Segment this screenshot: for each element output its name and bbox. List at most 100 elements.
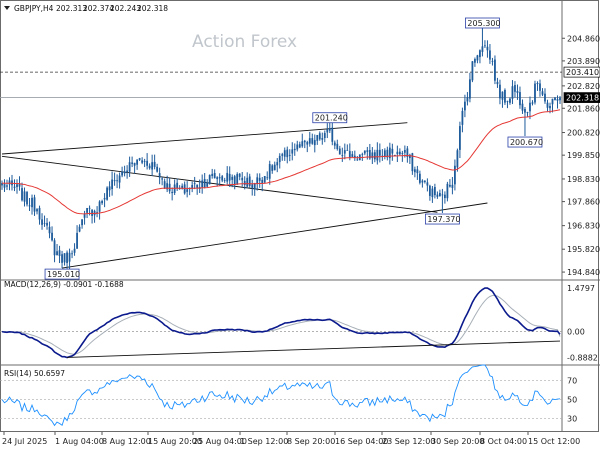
rsi-tick-label-2: 30 <box>567 414 577 423</box>
macd-line <box>1 287 561 359</box>
chart-title: GBPJPY,H4 <box>14 4 54 13</box>
candle-body <box>151 162 154 170</box>
candle-body <box>166 183 169 190</box>
candle-body <box>196 184 199 188</box>
y-tick-label-0: 204.860 <box>567 34 600 43</box>
candle-body <box>328 128 331 131</box>
candle-body <box>191 184 194 189</box>
y-tick-label-5: 199.850 <box>567 151 600 160</box>
candle-body <box>509 98 511 103</box>
candle-body <box>263 176 266 183</box>
candle-body <box>213 173 216 179</box>
candle-body <box>113 180 116 182</box>
x-tick-label-8: 23 Sep 12:00 <box>382 437 435 446</box>
macd-tick-label-2: -0.8882 <box>567 354 598 363</box>
pivot-label-3: 195.010 <box>47 270 80 279</box>
candle-body <box>13 186 16 188</box>
candle-body <box>489 50 491 60</box>
candle-body <box>368 149 371 159</box>
candle-body <box>103 197 106 200</box>
candle-body <box>494 59 496 81</box>
candle-body <box>3 183 6 188</box>
candle-body <box>514 85 516 92</box>
candle-body <box>193 183 196 185</box>
candle-body <box>48 226 51 234</box>
candle-body <box>203 178 206 188</box>
candle-body <box>366 150 369 152</box>
ohlc-high: 202.374 <box>83 4 114 13</box>
candle-body <box>516 91 519 93</box>
candle-body <box>469 79 471 99</box>
y-tick-label-6: 198.830 <box>567 175 600 184</box>
candle-body <box>541 91 544 95</box>
candle-body <box>534 83 536 103</box>
candle-body <box>78 226 81 232</box>
candle-body <box>176 182 179 189</box>
candle-body <box>1 183 3 186</box>
candle-body <box>58 250 61 256</box>
candle-body <box>251 184 254 188</box>
trendline-2 <box>61 202 488 269</box>
x-tick-label-11: 15 Oct 12:00 <box>528 437 580 446</box>
candle-body <box>261 179 264 184</box>
ohlc-low: 202.243 <box>110 4 141 13</box>
candle-body <box>116 180 119 182</box>
candle-body <box>398 151 401 155</box>
moving-average-line <box>1 109 561 215</box>
candle-body <box>231 176 234 180</box>
candle-body <box>233 176 236 185</box>
x-tick-label-9: 30 Sep 20:00 <box>431 437 484 446</box>
candle-body <box>311 138 314 144</box>
candle-body <box>61 254 63 263</box>
candle-body <box>401 153 404 155</box>
candle-body <box>321 138 324 140</box>
candle-body <box>21 188 23 201</box>
candle-body <box>258 177 261 181</box>
candle-body <box>316 135 319 141</box>
candle-body <box>336 143 339 150</box>
candle-body <box>348 151 351 158</box>
candle-body <box>141 160 144 163</box>
ohlc-close: 202.318 <box>137 4 168 13</box>
candle-body <box>421 180 424 183</box>
candle-body <box>438 192 441 197</box>
candle-body <box>23 191 26 202</box>
candle-body <box>476 55 479 61</box>
candle-body <box>536 83 539 85</box>
level-tag-0 <box>563 66 600 78</box>
candle-body <box>18 183 21 187</box>
candle-body <box>526 112 529 114</box>
candle-body <box>393 154 396 156</box>
candle-body <box>253 183 256 190</box>
candle-body <box>243 181 246 186</box>
candle-body <box>126 170 129 172</box>
candle-body <box>461 110 464 125</box>
candle-body <box>83 214 86 218</box>
candle-body <box>16 184 18 188</box>
candle-body <box>486 46 489 51</box>
candle-body <box>313 140 316 146</box>
candle-body <box>559 97 561 101</box>
candle-body <box>286 149 289 158</box>
candle-body <box>281 154 284 156</box>
candle-body <box>31 197 33 208</box>
candle-body <box>266 177 269 179</box>
candle-body <box>146 160 149 166</box>
candle-body <box>88 207 91 209</box>
candle-body <box>413 169 416 173</box>
candle-body <box>504 89 506 103</box>
x-tick-label-5: 1 Sep 12:00 <box>240 437 288 446</box>
pivot-label-1: 201.240 <box>315 114 348 123</box>
pivot-label-0: 205.300 <box>467 19 500 28</box>
rsi-tick-label-1: 50 <box>567 395 577 404</box>
macd-tick-label-1: 0.00 <box>567 328 585 337</box>
level-tag-label-0: 203.410 <box>566 68 599 77</box>
candle-body <box>51 232 53 241</box>
candle-body <box>226 172 229 182</box>
candle-body <box>91 209 93 216</box>
macd-signal-line <box>1 294 561 355</box>
candle-body <box>388 147 391 159</box>
candle-body <box>123 171 126 174</box>
ohlc-open: 202.313 <box>56 4 87 13</box>
pivot-label-box-3 <box>44 268 80 280</box>
